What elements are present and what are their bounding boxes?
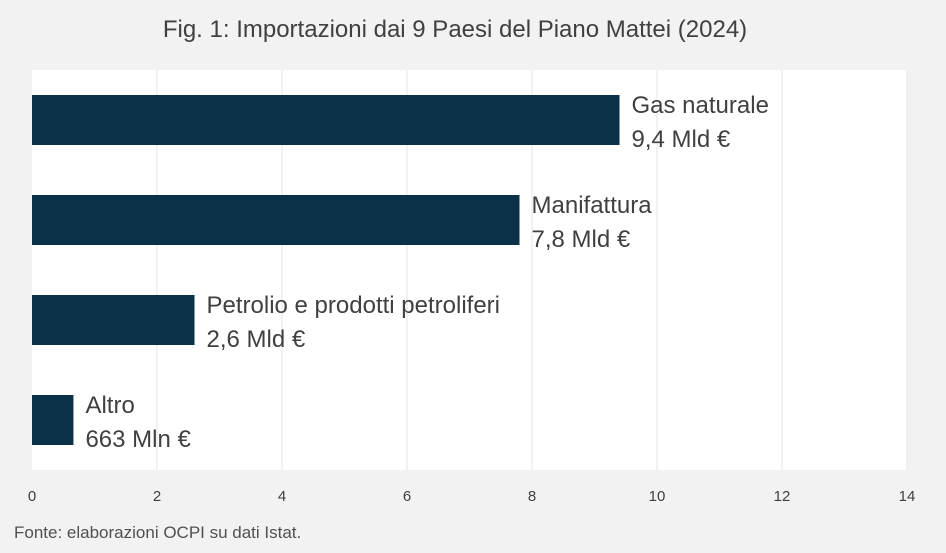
source-note: Fonte: elaborazioni OCPI su dati Istat. <box>14 523 302 542</box>
x-tick-label: 10 <box>649 488 666 505</box>
data-labels: Gas naturale 9,4 Mld € Manifattura 7,8 Mld … <box>85 92 768 453</box>
bars <box>32 95 620 445</box>
x-axis-ticks: 0 2 4 6 8 10 12 14 <box>28 488 916 505</box>
category-label: Gas naturale <box>632 92 769 119</box>
x-tick-label: 14 <box>899 488 916 505</box>
value-label: 663 Mln € <box>85 426 191 453</box>
bar <box>32 195 520 245</box>
category-label: Petrolio e prodotti petroliferi <box>207 292 500 319</box>
x-tick-label: 8 <box>528 488 536 505</box>
bar <box>32 295 195 345</box>
chart-title: Fig. 1: Importazioni dai 9 Paesi del Pia… <box>162 16 748 43</box>
bar <box>32 395 74 445</box>
value-label: 7,8 Mld € <box>532 226 631 253</box>
category-label: Manifattura <box>532 192 653 219</box>
bar <box>32 95 620 145</box>
x-tick-label: 0 <box>28 488 36 505</box>
value-label: 9,4 Mld € <box>632 126 731 153</box>
x-tick-label: 2 <box>153 488 161 505</box>
category-label: Altro <box>85 392 134 419</box>
x-tick-label: 6 <box>403 488 411 505</box>
x-tick-label: 4 <box>278 488 286 505</box>
value-label: 2,6 Mld € <box>207 326 306 353</box>
x-tick-label: 12 <box>774 488 791 505</box>
